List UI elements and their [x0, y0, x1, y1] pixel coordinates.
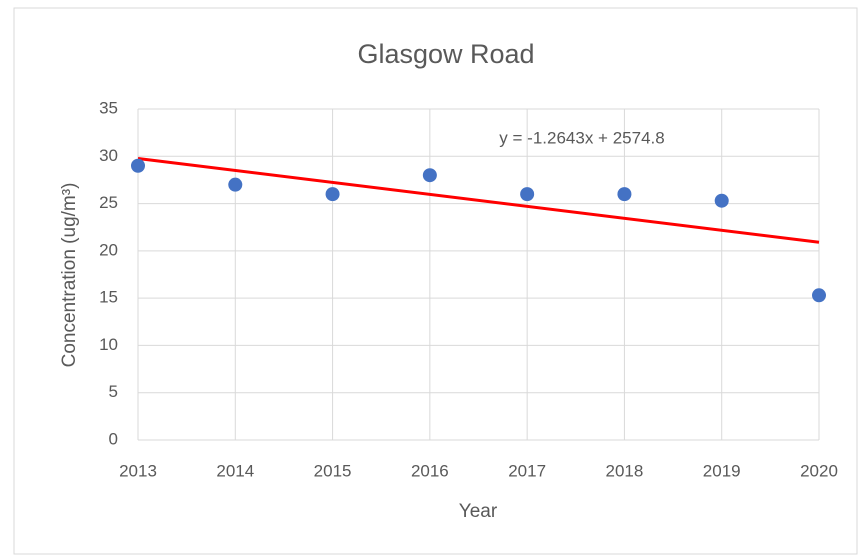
y-tick-label: 20: [99, 240, 118, 259]
y-tick-label: 10: [99, 335, 118, 354]
y-tick-label: 5: [109, 382, 118, 401]
trendline: [137, 157, 820, 244]
x-tick-label: 2017: [508, 461, 546, 480]
data-point: [228, 177, 243, 192]
data-point: [131, 158, 145, 173]
y-axis-label: Concentration (ug/m³): [59, 183, 80, 368]
y-tick-label: 0: [109, 429, 118, 448]
data-point: [812, 288, 826, 303]
y-tick-label: 25: [99, 193, 118, 212]
data-point: [422, 168, 437, 183]
y-tick-label: 15: [99, 288, 118, 307]
y-tick-label: 30: [99, 146, 118, 165]
y-tick-label: 35: [99, 98, 118, 117]
x-tick-label: 2016: [411, 461, 449, 480]
data-point: [325, 187, 340, 202]
data-point: [617, 187, 632, 202]
x-tick-label: 2019: [703, 461, 741, 480]
chart-border: [13, 7, 858, 555]
x-axis-label: Year: [459, 501, 498, 522]
x-tick-label: 2013: [119, 461, 157, 480]
chart-title: Glasgow Road: [357, 39, 534, 69]
x-tick-label: 2015: [314, 461, 352, 480]
x-tick-label: 2018: [606, 461, 644, 480]
trendline-equation: y = -1.2643x + 2574.8: [499, 128, 664, 147]
data-point: [714, 193, 729, 208]
x-tick-label: 2020: [800, 461, 838, 480]
data-point: [520, 187, 535, 202]
x-tick-label: 2014: [216, 461, 254, 480]
